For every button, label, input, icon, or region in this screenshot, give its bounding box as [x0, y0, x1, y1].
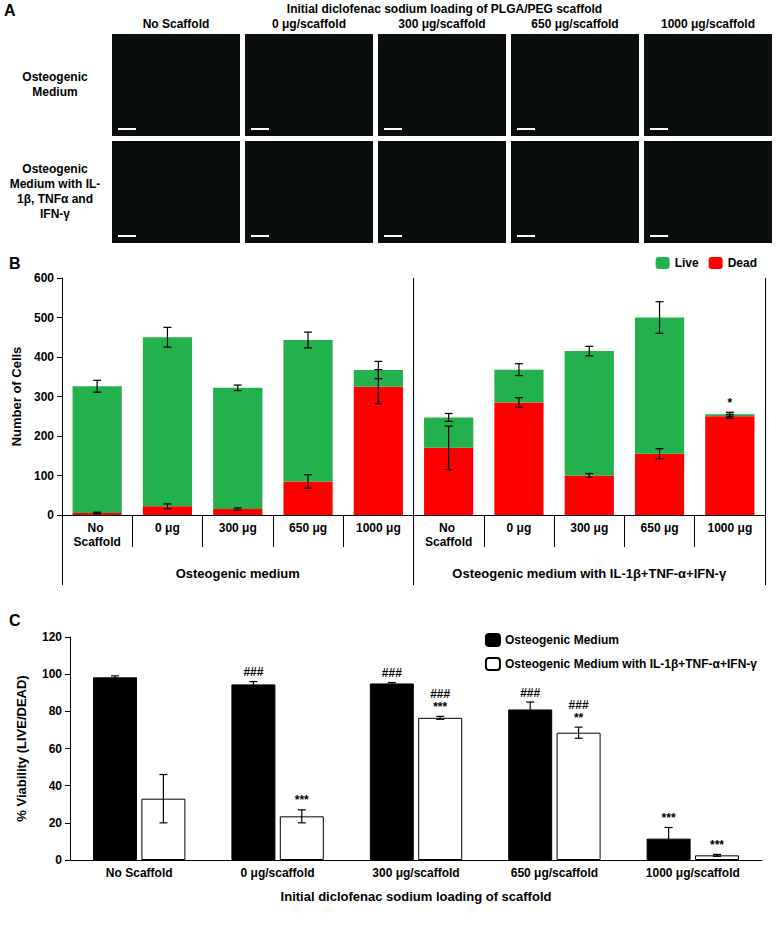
svg-text:###: ###	[430, 687, 450, 701]
svg-text:200: 200	[34, 429, 54, 443]
svg-text:650 μg: 650 μg	[289, 521, 327, 535]
svg-text:###: ###	[569, 698, 589, 712]
svg-text:*: *	[728, 396, 733, 410]
svg-text:No: No	[87, 521, 106, 535]
svg-text:Scaffold: Scaffold	[425, 535, 472, 549]
svg-text:500: 500	[34, 311, 54, 325]
svg-text:Dead: Dead	[728, 256, 757, 270]
svg-text:% Viability (LIVE/DEAD): % Viability (LIVE/DEAD)	[14, 675, 29, 821]
svg-text:40: 40	[49, 779, 63, 793]
svg-text:0: 0	[47, 508, 54, 522]
svg-text:###: ###	[243, 665, 263, 679]
svg-text:***: ***	[662, 811, 676, 825]
svg-text:0 μg: 0 μg	[507, 521, 532, 535]
svg-text:No Scaffold: No Scaffold	[106, 866, 173, 880]
html-text:Osteogenic Medium: Osteogenic Medium	[22, 70, 88, 99]
svg-text:Osteogenic Medium with IL-1β+T: Osteogenic Medium with IL-1β+TNF-α+IFN-γ	[505, 657, 757, 671]
svg-text:80: 80	[49, 704, 63, 718]
svg-text:100: 100	[42, 667, 62, 681]
svg-text:300 μg: 300 μg	[219, 521, 257, 535]
html-text:Osteogenic Medium with IL-1β,: Osteogenic Medium with IL-1β, TNFα and I…	[9, 162, 101, 221]
svg-text:60: 60	[49, 742, 63, 756]
svg-text:***: ***	[433, 700, 447, 714]
svg-text:C: C	[9, 612, 21, 629]
svg-text:Live: Live	[675, 256, 699, 270]
svg-text:Osteogenic medium: Osteogenic medium	[176, 566, 300, 581]
svg-text:1000 μg: 1000 μg	[707, 521, 752, 535]
html-text:Initial diclofenac sodium load: Initial diclofenac sodium loading of PLG…	[286, 2, 603, 16]
svg-text:Osteogenic Medium: Osteogenic Medium	[505, 633, 619, 647]
svg-text:650 μg: 650 μg	[641, 521, 679, 535]
html-text:300 μg/scaffold: 300 μg/scaffold	[398, 17, 486, 31]
svg-text:300 μg/scaffold: 300 μg/scaffold	[372, 866, 459, 880]
svg-text:1000 μg/scaffold: 1000 μg/scaffold	[646, 866, 740, 880]
html-text:No Scaffold: No Scaffold	[142, 17, 210, 31]
html-text:1000 μg/scaffold: 1000 μg/scaffold	[661, 17, 755, 31]
svg-text:650 μg/scaffold: 650 μg/scaffold	[511, 866, 598, 880]
svg-text:0: 0	[55, 853, 62, 867]
html-text:0 μg/scaffold: 0 μg/scaffold	[272, 17, 346, 31]
svg-text:100: 100	[34, 469, 54, 483]
svg-text:***: ***	[710, 838, 724, 852]
svg-text:B: B	[9, 255, 21, 272]
svg-text:600: 600	[34, 271, 54, 285]
svg-text:0 μg/scaffold: 0 μg/scaffold	[241, 866, 315, 880]
svg-text:**: **	[574, 711, 584, 725]
html-text:650 μg/scaffold: 650 μg/scaffold	[531, 17, 619, 31]
svg-text:###: ###	[382, 666, 402, 680]
svg-text:300: 300	[34, 390, 54, 404]
svg-text:Initial diclofenac sodium load: Initial diclofenac sodium loading of sca…	[281, 889, 552, 904]
svg-text:300 μg: 300 μg	[570, 521, 608, 535]
svg-text:400: 400	[34, 350, 54, 364]
svg-text:Scaffold: Scaffold	[73, 535, 120, 549]
svg-text:###: ###	[520, 686, 540, 700]
svg-text:No: No	[439, 521, 458, 535]
svg-text:20: 20	[49, 816, 63, 830]
svg-text:1000 μg: 1000 μg	[356, 521, 401, 535]
html-text:A: A	[4, 2, 16, 19]
svg-text:120: 120	[42, 630, 62, 644]
svg-text:0 μg: 0 μg	[155, 521, 180, 535]
svg-text:Osteogenic medium with IL-1β+T: Osteogenic medium with IL-1β+TNF-α+IFN-γ	[452, 566, 727, 581]
svg-text:Number of Cells: Number of Cells	[9, 347, 24, 447]
svg-text:***: ***	[295, 793, 309, 807]
